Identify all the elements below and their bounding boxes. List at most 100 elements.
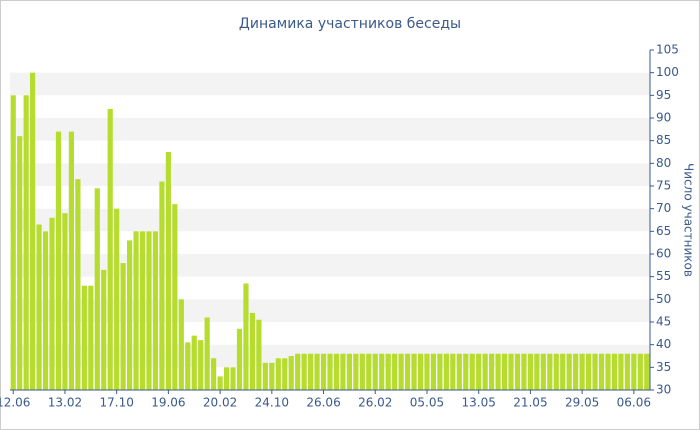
x-tick-label: 12.06 [0,396,30,410]
bar [366,353,372,390]
x-tick-label: 24.10 [255,396,289,410]
grid-band [10,208,650,232]
bar [482,353,488,390]
bar [605,353,611,390]
bar [159,181,165,390]
bar [495,353,501,390]
bar [211,358,217,390]
bar [172,204,178,390]
bar [624,353,630,390]
chart-title: Динамика участников беседы [239,16,461,32]
y-tick-label: 50 [656,292,671,306]
bar [508,353,514,390]
y-tick-label: 70 [656,201,671,215]
bar [611,353,618,390]
bar [55,131,62,390]
bar [275,358,281,390]
bar [152,231,159,390]
y-tick-label: 95 [656,88,671,102]
bar [320,353,327,390]
bar [295,353,301,390]
bar [637,353,643,390]
bar [230,367,236,390]
bar [146,231,152,390]
bar [463,353,469,390]
bar [598,353,605,390]
bar [385,353,391,390]
bar [573,353,579,390]
bar [469,353,475,390]
bar [450,353,456,390]
bar [353,353,359,390]
bar [36,224,42,390]
bar [127,240,133,390]
bar [359,353,365,390]
bar [139,231,146,390]
bar [540,353,546,390]
bar [560,353,566,390]
bar [62,213,68,390]
bar [198,340,204,390]
bar [308,353,314,390]
x-tick-label: 06.06 [617,396,651,410]
y-tick-label: 30 [656,383,671,397]
x-tick-label: 26.02 [358,396,392,410]
bar [618,353,624,390]
bar [314,353,320,390]
bar [372,353,378,390]
bar [514,353,521,390]
bar [501,353,508,390]
bar [346,353,352,390]
bar [256,319,262,390]
bar [553,353,559,390]
bar [476,353,482,390]
x-tick-label: 19.06 [151,396,185,410]
x-tick-label: 05.05 [410,396,444,410]
bar [282,358,288,390]
bar [592,353,598,390]
bar [379,353,385,390]
y-tick-label: 105 [656,43,679,57]
y-tick-label: 40 [656,337,671,351]
bar [327,353,333,390]
bar [340,353,346,390]
y-axis-label: Число участников [682,163,696,277]
y-tick-label: 100 [656,65,679,79]
y-tick-label: 60 [656,247,671,261]
bar [23,95,29,390]
bar [521,353,527,390]
x-tick-label: 29.05 [565,396,599,410]
bar [566,353,572,390]
bar [417,353,424,390]
y-tick-label: 85 [656,133,671,147]
bar [101,269,107,390]
bar [133,231,139,390]
y-tick-label: 75 [656,179,671,193]
bar [288,356,294,390]
bar [107,108,113,390]
bar [411,353,417,390]
y-tick-label: 65 [656,224,671,238]
bar [398,353,404,390]
bar [30,72,36,391]
bar [262,362,268,390]
x-tick-label: 13.05 [462,396,496,410]
bar [631,353,637,390]
bar [430,353,437,390]
bar [178,299,184,390]
bar [456,353,462,390]
bar [88,285,94,390]
grid-band [10,118,650,141]
bar [81,285,87,390]
bar [75,179,81,390]
bar [527,353,533,390]
bar [17,136,23,390]
bar [68,131,74,390]
x-tick-label: 20.02 [203,396,237,410]
x-tick-label: 13.02 [48,396,82,410]
x-tick-label: 26.06 [306,396,340,410]
bar [534,353,540,390]
bar [547,353,553,390]
bar [404,353,411,390]
